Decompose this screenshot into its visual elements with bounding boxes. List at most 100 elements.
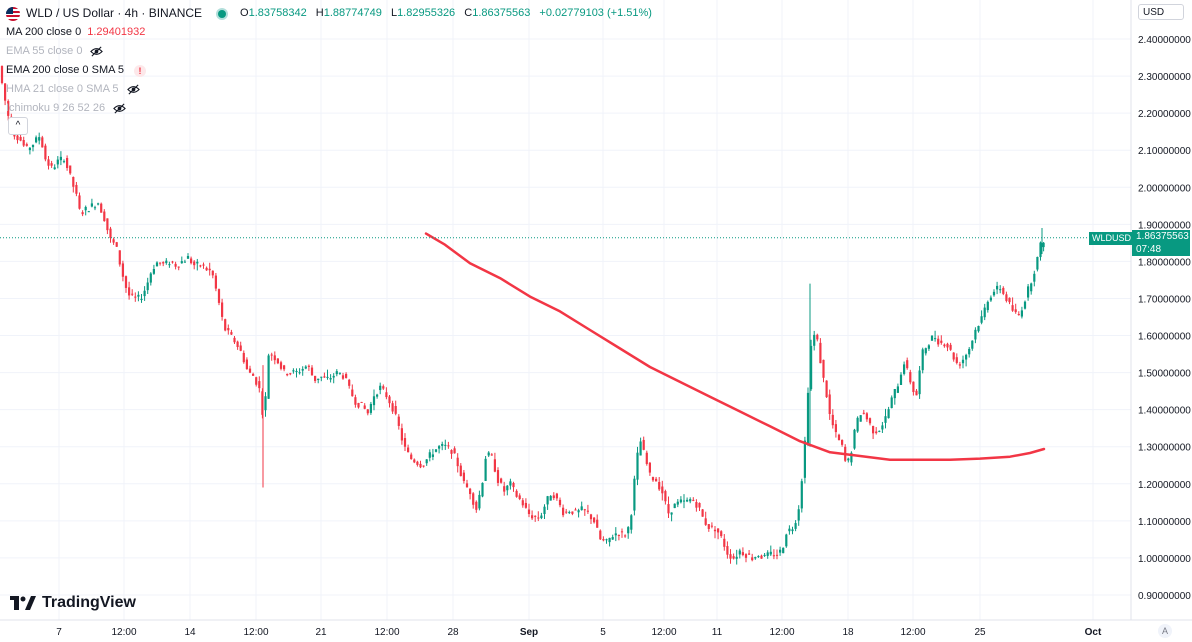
hidden-eye-icon[interactable]	[126, 83, 140, 96]
indicator-ichimoku[interactable]: Ichimoku 9 26 52 26	[6, 99, 658, 118]
candle	[803, 436, 806, 484]
candle	[403, 433, 407, 451]
candle	[992, 289, 996, 297]
indicator-ma200[interactable]: MA 200 close 0 1.29401932	[6, 26, 146, 38]
y-tick-label: 2.30000000	[1138, 72, 1191, 83]
candle	[729, 549, 732, 564]
candle	[971, 340, 974, 351]
candle	[233, 336, 236, 345]
candle	[568, 510, 571, 515]
candle	[419, 460, 422, 469]
candle	[81, 210, 84, 217]
candle	[884, 408, 887, 429]
candle	[1017, 311, 1020, 316]
currency-button[interactable]: USD	[1138, 4, 1184, 20]
candle	[859, 415, 862, 422]
candle	[552, 492, 555, 501]
candle	[431, 448, 434, 461]
candle	[472, 492, 475, 509]
ohlc-values: O1.83758342 H1.88774749 L1.82955326 C1.8…	[240, 7, 652, 19]
us-flag-icon	[6, 6, 20, 21]
candle	[196, 258, 199, 271]
candle	[450, 449, 453, 459]
candle	[221, 298, 224, 321]
hidden-eye-icon[interactable]	[113, 102, 126, 115]
candle	[103, 209, 106, 222]
candle	[242, 350, 245, 364]
candle	[211, 270, 214, 279]
candle	[800, 478, 803, 513]
candle	[372, 389, 376, 411]
hidden-eye-icon[interactable]	[90, 45, 104, 58]
candle	[983, 303, 986, 321]
candle	[924, 347, 927, 356]
candle	[810, 339, 813, 391]
candle	[382, 384, 385, 390]
indicator-ema55[interactable]: EMA 55 close 0	[6, 42, 658, 61]
indicator-hma21[interactable]: HMA 21 close 0 SMA 5	[6, 80, 658, 99]
candle	[875, 427, 878, 435]
price-axis: 2.40000000 2.30000000 2.20000000 2.10000000…	[1138, 35, 1191, 602]
candle	[56, 156, 59, 169]
candle	[775, 549, 779, 560]
candle	[806, 387, 810, 447]
candle	[109, 226, 112, 243]
candle	[989, 295, 992, 302]
candle	[35, 135, 38, 144]
time-axis: 7 12:00 14 12:00 21 12:00 28 Sep 5 12:00 11 12:00 18…	[56, 627, 1102, 638]
candle	[295, 368, 298, 378]
candle	[589, 513, 593, 524]
candle	[28, 146, 31, 155]
candle	[171, 260, 174, 264]
y-tick-label: 2.00000000	[1138, 183, 1191, 194]
candle	[937, 335, 940, 347]
y-tick-label: 1.00000000	[1138, 554, 1191, 565]
candle	[236, 340, 239, 350]
candle	[1011, 297, 1014, 312]
candle	[732, 553, 735, 560]
current-price-value: 1.86375563	[1136, 231, 1189, 242]
x-tick-label: Oct	[1085, 627, 1102, 638]
candle	[90, 198, 93, 208]
market-status-icon[interactable]	[218, 9, 227, 18]
candle	[428, 449, 431, 462]
candle	[289, 372, 292, 376]
candle	[682, 494, 686, 509]
candle	[769, 545, 772, 557]
candle	[438, 444, 441, 454]
indicator-ema200[interactable]: EMA 200 close 0 SMA 5 !	[6, 61, 658, 80]
collapse-legend-button[interactable]: ^	[8, 117, 28, 135]
candle	[394, 400, 397, 416]
candle	[506, 485, 509, 496]
candle	[75, 181, 78, 197]
tradingview-logo[interactable]: TradingView	[10, 594, 136, 612]
candle	[819, 338, 822, 364]
candle	[862, 409, 865, 415]
candle	[413, 458, 416, 464]
candle	[602, 536, 605, 542]
candle	[834, 419, 837, 438]
candle	[788, 525, 791, 535]
brand-name: TradingView	[42, 594, 136, 611]
chart-legend: WLD / US Dollar · 4h · BINANCE O1.837583…	[6, 4, 658, 118]
candle	[128, 281, 131, 300]
warning-icon[interactable]: !	[134, 64, 147, 77]
candle	[292, 368, 295, 374]
candle	[348, 378, 351, 389]
symbol-title[interactable]: WLD / US Dollar · 4h · BINANCE	[26, 6, 203, 20]
candle	[695, 499, 698, 512]
candle	[611, 534, 614, 540]
candle	[930, 335, 934, 341]
candle	[93, 205, 97, 211]
x-tick-label: 12:00	[243, 627, 268, 638]
candle	[757, 555, 760, 558]
candle	[239, 341, 242, 352]
candle	[608, 537, 611, 547]
candle	[503, 481, 506, 496]
candle	[84, 205, 87, 216]
auto-scale-button[interactable]: A	[1158, 624, 1172, 638]
y-tick-label: 0.90000000	[1138, 591, 1191, 602]
candle	[453, 446, 456, 454]
candle	[149, 272, 152, 286]
